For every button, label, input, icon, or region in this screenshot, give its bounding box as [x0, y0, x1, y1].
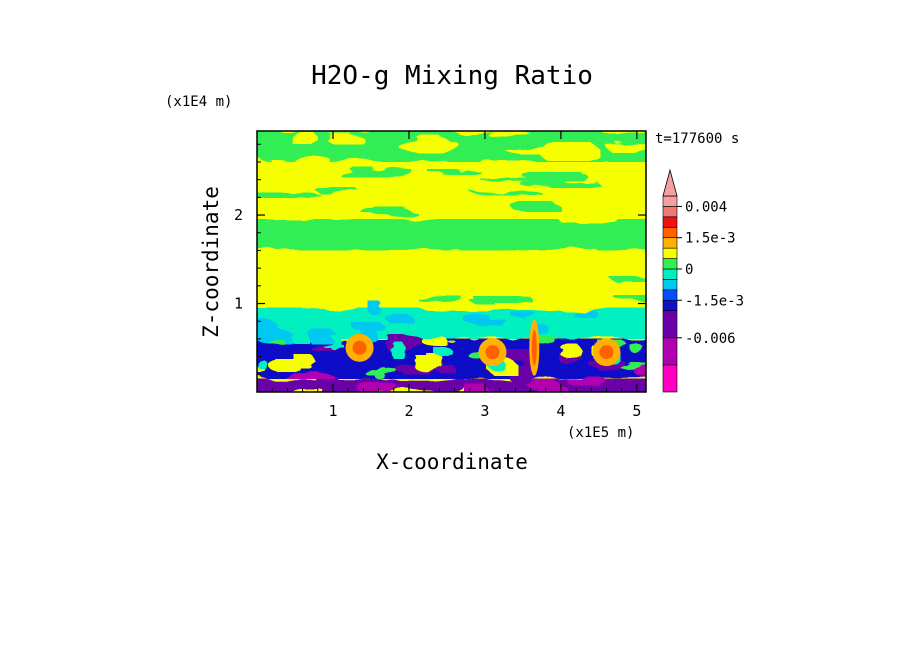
colorbar-swatch — [662, 226, 678, 239]
field-patch — [566, 376, 608, 386]
field-patch — [367, 300, 384, 317]
colorbar-swatch — [662, 247, 678, 259]
x-unit-label: (x1E5 m) — [567, 425, 634, 441]
field-patch — [608, 276, 646, 284]
field-patch — [426, 353, 444, 368]
field-patch — [629, 342, 643, 354]
field-patch — [487, 131, 533, 139]
colorbar-swatch — [662, 279, 678, 291]
y-axis: 12 — [234, 143, 646, 375]
field-patch — [372, 364, 387, 379]
field-patch — [397, 137, 460, 154]
colorbar-label: -0.006 — [685, 331, 736, 347]
field-patch — [510, 201, 562, 212]
field-patch — [321, 341, 344, 348]
field-patch — [634, 364, 646, 377]
field-patch — [283, 370, 335, 379]
field-patch — [520, 180, 602, 188]
colorbar-swatch — [662, 364, 678, 393]
colorbar-swatch — [662, 310, 678, 339]
field-patch — [464, 383, 490, 392]
heatmap-field — [257, 131, 646, 392]
field-patch — [416, 295, 465, 302]
colorbar-swatch — [662, 268, 678, 280]
colorbar-swatch — [662, 195, 678, 207]
colorbar: 0.004 1.5e-3 0 -1.5e-3 -0.006 — [662, 168, 744, 393]
maximum-inner — [485, 345, 500, 360]
y-unit-label: (x1E4 m) — [165, 94, 232, 110]
field-patch — [468, 188, 543, 196]
colorbar-swatch — [662, 237, 678, 249]
field-patch — [388, 341, 408, 359]
x-tick-label: 3 — [480, 402, 489, 420]
field-patch — [257, 192, 323, 198]
colorbar-label: -1.5e-3 — [685, 293, 744, 309]
colorbar-swatch — [662, 289, 678, 301]
field-patch — [289, 328, 310, 344]
x-tick-label: 2 — [404, 402, 413, 420]
field-patch — [605, 139, 646, 153]
colorbar-swatch — [662, 216, 678, 228]
y-tick-label: 2 — [234, 206, 243, 224]
x-tick-label: 1 — [328, 402, 337, 420]
colorbar-swatch — [662, 299, 678, 311]
plot-frame — [256, 130, 647, 393]
colorbar-label: 0 — [685, 262, 693, 278]
field-patch — [560, 343, 583, 361]
field-patch — [257, 359, 268, 370]
x-axis: 1 2 3 4 5 — [271, 131, 641, 420]
chart-title: H2O-g Mixing Ratio — [311, 61, 593, 91]
field-patch — [546, 385, 565, 392]
field-patch — [268, 335, 286, 345]
field-patch — [427, 169, 482, 175]
colorbar-swatch — [662, 337, 678, 366]
field-patch — [433, 347, 453, 357]
field-patch — [315, 187, 359, 195]
y-axis-title: Z-coordinate — [199, 186, 223, 338]
field-layer — [257, 219, 646, 251]
field-patch — [337, 166, 414, 178]
x-tick-label: 5 — [632, 402, 641, 420]
time-label: t=177600 s — [655, 131, 739, 147]
maximum-inner — [531, 329, 537, 366]
field-patch — [505, 146, 581, 155]
colorbar-label: 1.5e-3 — [685, 231, 736, 247]
colorbar-swatch — [662, 258, 678, 270]
y-tick-label: 1 — [234, 295, 243, 313]
field-patch — [436, 363, 456, 374]
colorbar-arrow — [662, 168, 678, 197]
colorbar-label: 0.004 — [685, 199, 727, 215]
field-patch — [385, 314, 415, 324]
field-patch — [326, 132, 366, 145]
x-axis-title: X-coordinate — [376, 450, 528, 474]
x-tick-label: 4 — [556, 402, 565, 420]
colorbar-swatch — [662, 206, 678, 218]
maximum-inner — [599, 345, 614, 360]
field-patch — [479, 177, 566, 183]
field-patch — [466, 318, 507, 326]
field-patch — [268, 359, 301, 372]
field-patch — [613, 295, 646, 303]
field-patch — [257, 318, 278, 336]
field-patch — [510, 308, 536, 320]
field-patch — [422, 335, 448, 348]
field-patch — [360, 206, 419, 218]
field-patch — [356, 382, 399, 392]
field-patch — [351, 322, 386, 332]
field-patch — [473, 296, 533, 303]
heatmap-plot-area — [257, 131, 646, 392]
field-patch — [571, 307, 598, 318]
maximum-inner — [352, 340, 367, 355]
field-patch — [287, 132, 318, 144]
